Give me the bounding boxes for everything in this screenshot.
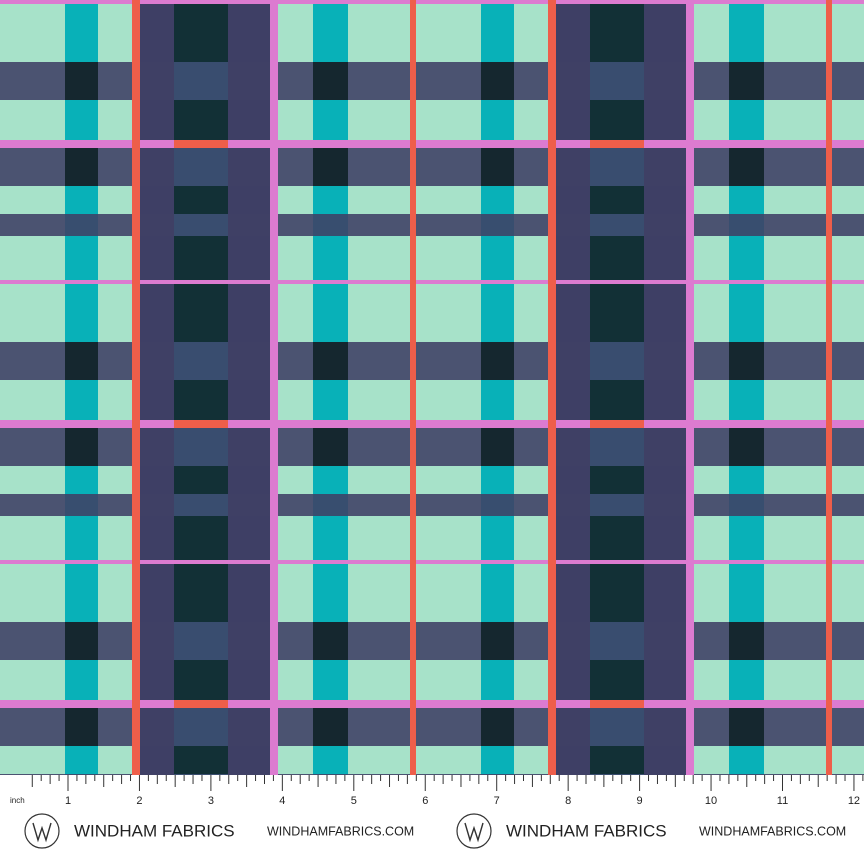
logo-glyph xyxy=(464,822,484,843)
ruler-label: 3 xyxy=(208,795,214,807)
ruler-unit: inch xyxy=(10,796,25,805)
website: WINDHAMFABRICS.COM xyxy=(699,824,846,838)
ruler-ticks xyxy=(31,775,864,791)
ruler-labels: 1 2 3 4 5 6 7 8 9 10 11 12 xyxy=(65,795,860,807)
ruler-label: 12 xyxy=(848,795,860,807)
ruler-label: 8 xyxy=(565,795,571,807)
ruler-label: 4 xyxy=(279,795,285,807)
ruler-label: 10 xyxy=(705,795,717,807)
brand-name: WINDHAM FABRICS xyxy=(74,821,235,840)
ruler-label: 2 xyxy=(136,795,142,807)
plaid-pattern xyxy=(0,0,864,775)
ruler-label: 6 xyxy=(422,795,428,807)
ruler-strip xyxy=(0,775,864,864)
brand-name: WINDHAM FABRICS xyxy=(506,821,667,840)
footer: WINDHAM FABRICS WINDHAMFABRICS.COM WINDHAM… xyxy=(24,813,846,849)
logo: WINDHAM FABRICS WINDHAMFABRICS.COM xyxy=(24,813,414,849)
ruler-label: 5 xyxy=(351,795,357,807)
logo-mark xyxy=(456,813,492,849)
logo: WINDHAM FABRICS WINDHAMFABRICS.COM xyxy=(456,813,846,849)
logo-glyph xyxy=(32,822,52,843)
website: WINDHAMFABRICS.COM xyxy=(267,824,414,838)
ruler-label: 9 xyxy=(637,795,643,807)
logo-mark xyxy=(24,813,60,849)
ruler-label: 1 xyxy=(65,795,71,807)
ruler-label: 7 xyxy=(494,795,500,807)
ruler-label: 11 xyxy=(777,795,788,807)
